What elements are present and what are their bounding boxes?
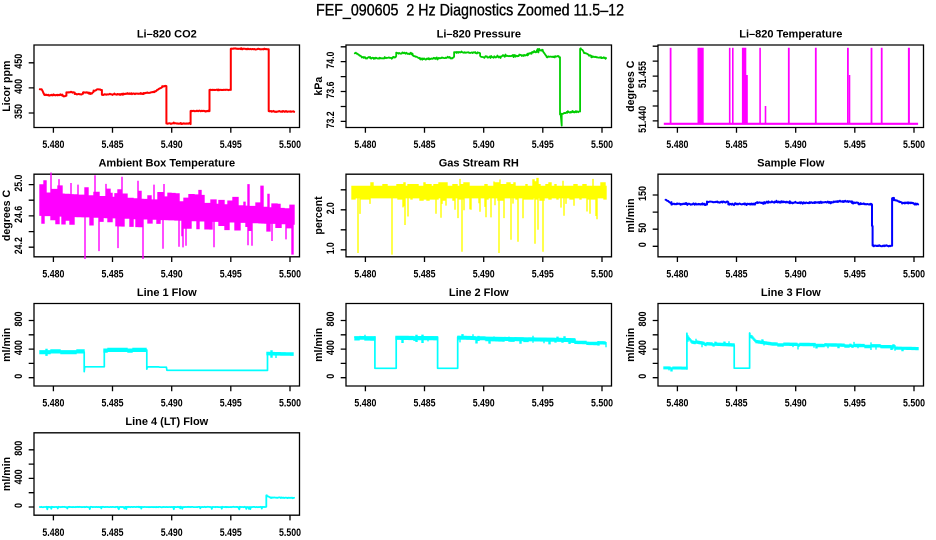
svg-text:0: 0: [13, 374, 25, 379]
svg-text:0: 0: [13, 503, 25, 508]
svg-text:0: 0: [637, 374, 649, 379]
svg-text:5.490: 5.490: [161, 268, 183, 280]
svg-text:5.490: 5.490: [473, 139, 495, 151]
svg-text:5.485: 5.485: [102, 398, 124, 410]
svg-text:800: 800: [13, 441, 25, 456]
svg-text:5.500: 5.500: [903, 268, 925, 280]
svg-text:73.2: 73.2: [325, 111, 337, 128]
svg-text:800: 800: [13, 311, 25, 326]
svg-text:51.455: 51.455: [637, 61, 649, 88]
svg-text:Line 4 (LT) Flow: Line 4 (LT) Flow: [125, 416, 208, 428]
svg-text:5.490: 5.490: [785, 139, 807, 151]
svg-text:350: 350: [13, 104, 25, 119]
svg-text:Gas Stream RH: Gas Stream RH: [439, 158, 519, 170]
svg-text:5.480: 5.480: [354, 139, 376, 151]
svg-text:ml/min: ml/min: [625, 328, 637, 362]
svg-text:Li–820 Temperature: Li–820 Temperature: [739, 28, 842, 40]
svg-text:450: 450: [13, 54, 25, 69]
svg-text:25.0: 25.0: [13, 175, 25, 192]
svg-text:5.495: 5.495: [532, 398, 554, 410]
svg-text:5.490: 5.490: [161, 139, 183, 151]
svg-text:5.480: 5.480: [42, 268, 64, 280]
svg-text:5.490: 5.490: [161, 398, 183, 410]
svg-text:Li–820 CO2: Li–820 CO2: [137, 28, 197, 40]
svg-text:5.485: 5.485: [414, 398, 436, 410]
svg-text:5.495: 5.495: [220, 139, 242, 151]
svg-text:5.490: 5.490: [785, 398, 807, 410]
svg-text:5.490: 5.490: [785, 268, 807, 280]
svg-text:5.495: 5.495: [220, 398, 242, 410]
svg-text:5.485: 5.485: [102, 527, 124, 539]
svg-text:5.495: 5.495: [844, 268, 866, 280]
svg-text:24.6: 24.6: [13, 206, 25, 223]
svg-text:5.495: 5.495: [532, 268, 554, 280]
svg-text:5.500: 5.500: [279, 139, 301, 151]
svg-text:150: 150: [637, 186, 649, 201]
svg-text:5.485: 5.485: [726, 139, 748, 151]
svg-text:ml/min: ml/min: [625, 198, 637, 232]
svg-text:5.480: 5.480: [42, 139, 64, 151]
svg-text:Line 1 Flow: Line 1 Flow: [137, 287, 197, 299]
svg-text:Licor ppm: Licor ppm: [1, 61, 13, 112]
svg-text:5.480: 5.480: [354, 268, 376, 280]
svg-text:400: 400: [13, 469, 25, 484]
svg-text:74.0: 74.0: [325, 52, 337, 69]
svg-text:5.490: 5.490: [161, 527, 183, 539]
svg-text:5.485: 5.485: [726, 398, 748, 410]
svg-text:5.495: 5.495: [844, 139, 866, 151]
svg-text:400: 400: [637, 340, 649, 355]
svg-text:Ambient Box Temperature: Ambient Box Temperature: [98, 158, 235, 170]
svg-text:5.485: 5.485: [102, 139, 124, 151]
svg-text:5.485: 5.485: [414, 268, 436, 280]
svg-text:5.500: 5.500: [279, 398, 301, 410]
svg-text:51.440: 51.440: [637, 106, 649, 133]
svg-text:ml/min: ml/min: [313, 328, 325, 362]
svg-text:degrees C: degrees C: [1, 190, 13, 242]
svg-text:5.480: 5.480: [666, 398, 688, 410]
svg-text:ml/min: ml/min: [1, 328, 13, 362]
svg-text:73.6: 73.6: [325, 81, 337, 98]
svg-text:0: 0: [325, 374, 337, 379]
svg-text:5.500: 5.500: [591, 268, 613, 280]
svg-text:5.480: 5.480: [42, 527, 64, 539]
svg-text:5.500: 5.500: [279, 268, 301, 280]
svg-text:5.495: 5.495: [844, 398, 866, 410]
svg-text:Line 2 Flow: Line 2 Flow: [449, 287, 509, 299]
svg-text:5.500: 5.500: [279, 527, 301, 539]
svg-text:5.480: 5.480: [666, 139, 688, 151]
svg-text:400: 400: [13, 340, 25, 355]
svg-text:Sample Flow: Sample Flow: [757, 158, 825, 170]
svg-text:5.495: 5.495: [220, 268, 242, 280]
svg-text:Line 3 Flow: Line 3 Flow: [761, 287, 821, 299]
svg-text:400: 400: [325, 340, 337, 355]
svg-text:5.480: 5.480: [42, 398, 64, 410]
svg-text:5.500: 5.500: [591, 139, 613, 151]
svg-text:800: 800: [325, 311, 337, 326]
svg-text:5.495: 5.495: [532, 139, 554, 151]
svg-text:5.500: 5.500: [903, 139, 925, 151]
svg-text:1.0: 1.0: [325, 242, 337, 254]
svg-text:24.2: 24.2: [13, 237, 25, 254]
svg-text:5.500: 5.500: [591, 398, 613, 410]
svg-text:50: 50: [637, 223, 649, 233]
svg-text:0: 0: [637, 242, 649, 247]
svg-text:Li–820 Pressure: Li–820 Pressure: [437, 28, 521, 40]
svg-text:degrees C: degrees C: [625, 60, 637, 112]
svg-text:5.485: 5.485: [102, 268, 124, 280]
svg-text:5.480: 5.480: [666, 268, 688, 280]
svg-text:5.500: 5.500: [903, 398, 925, 410]
svg-text:800: 800: [637, 311, 649, 326]
svg-text:5.490: 5.490: [473, 398, 495, 410]
svg-text:percent: percent: [313, 196, 325, 235]
svg-text:5.495: 5.495: [220, 527, 242, 539]
svg-text:400: 400: [13, 79, 25, 94]
svg-text:2.0: 2.0: [325, 202, 337, 214]
svg-text:5.485: 5.485: [414, 139, 436, 151]
svg-text:5.485: 5.485: [726, 268, 748, 280]
svg-text:5.480: 5.480: [354, 398, 376, 410]
svg-text:ml/min: ml/min: [1, 457, 13, 491]
svg-text:kPa: kPa: [313, 77, 325, 96]
svg-text:FEF_090605 2 Hz Diagnostics Z: FEF_090605 2 Hz Diagnostics Zoomed 11.5–…: [316, 1, 624, 19]
svg-text:5.490: 5.490: [473, 268, 495, 280]
